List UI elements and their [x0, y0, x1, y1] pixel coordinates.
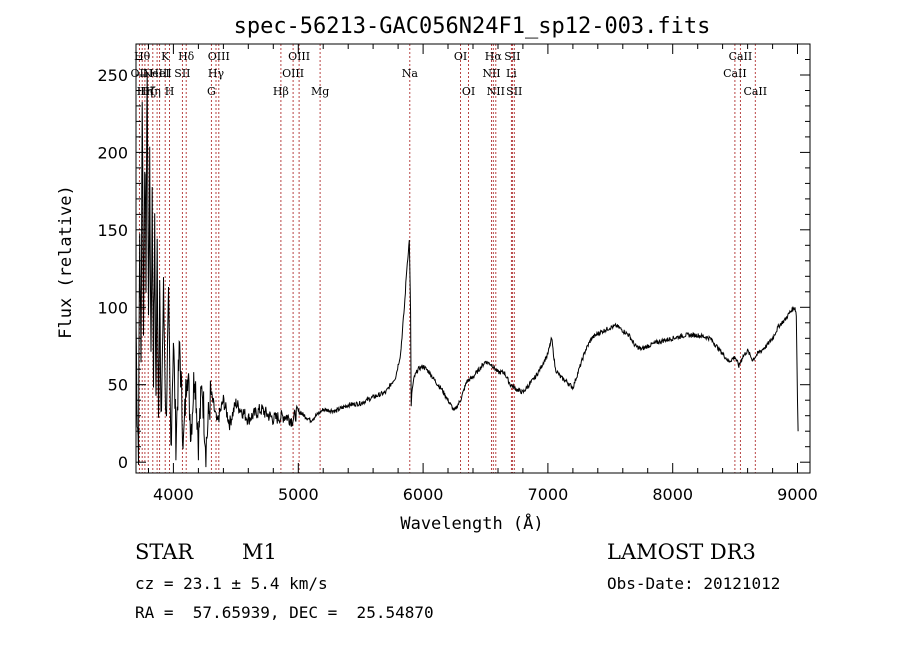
y-axis: 0 50 100 150 200 250 — [97, 59, 810, 472]
spectral-line-label: SII — [504, 50, 520, 63]
survey-name: LAMOST DR3 — [607, 540, 756, 564]
y-tick-label: 200 — [97, 143, 128, 162]
spectral-line-label: Mg — [311, 85, 329, 98]
spectral-line-label: OIII — [208, 50, 230, 63]
y-tick-label: 0 — [118, 453, 128, 472]
y-tick-label: 250 — [97, 66, 128, 85]
spectral-line-label: Hβ — [273, 85, 289, 98]
object-class: STAR — [135, 540, 194, 564]
spectral-line-label: NII — [482, 67, 500, 80]
spectral-line-label: H — [165, 85, 175, 98]
x-tick-label: 7000 — [528, 485, 569, 504]
spectral-line-label: NII — [487, 85, 505, 98]
spectral-line-label: OIII — [288, 50, 310, 63]
spectral-line-label: Hη — [137, 85, 153, 98]
spectral-line-markers — [138, 44, 756, 473]
spectral-line-label: CaII — [743, 85, 767, 98]
spectral-line-label: Hα — [485, 50, 503, 63]
spectral-line-label: G — [207, 85, 216, 98]
spectral-line-label: Hθ — [134, 50, 151, 63]
spectral-line-label: Hγ — [208, 67, 225, 80]
spectral-line-label: HeI — [149, 67, 169, 80]
y-tick-label: 50 — [108, 376, 128, 395]
spectral-line-label: CaII — [723, 67, 747, 80]
spectral-line-label: NeIII — [143, 67, 172, 80]
spectral-line-label: OIII — [282, 67, 304, 80]
spectral-line-label: OI — [454, 50, 467, 63]
x-axis: 4000 5000 6000 7000 8000 9000 — [148, 44, 818, 504]
spectral-line-label: SII — [506, 85, 522, 98]
y-axis-label: Flux (relative) — [56, 185, 76, 339]
spectral-line-label: K — [161, 50, 170, 63]
spectrum-line — [135, 72, 799, 468]
object-subclass: M1 — [242, 540, 277, 564]
x-axis-label: Wavelength (Å) — [400, 512, 543, 534]
y-tick-label: 150 — [97, 221, 128, 240]
spectral-line-label: Hδ — [178, 50, 195, 63]
x-tick-label: 5000 — [278, 485, 319, 504]
spectral-line-label: SII — [174, 67, 190, 80]
plot-frame — [135, 43, 811, 474]
spectral-line-label: OII — [131, 67, 149, 80]
y-tick-label: 100 — [97, 298, 128, 317]
spectral-line-label: Hη — [145, 85, 161, 98]
redshift-readout: cz = 23.1 ± 5.4 km/s — [135, 574, 328, 593]
spectral-line-label: Li — [506, 67, 517, 80]
coordinates-readout: RA = 57.65939, DEC = 25.54870 — [135, 603, 434, 622]
x-tick-label: 6000 — [403, 485, 444, 504]
x-tick-label: 4000 — [153, 485, 194, 504]
chart-title: spec-56213-GAC056N24F1_sp12-003.fits — [234, 14, 711, 39]
spectral-line-label: Na — [402, 67, 419, 80]
spectral-line-label: Hζ — [140, 85, 156, 98]
x-tick-label: 9000 — [777, 485, 818, 504]
spectral-line-label: CaII — [729, 50, 753, 63]
observation-date: Obs-Date: 20121012 — [607, 574, 781, 593]
spectral-line-label: OI — [462, 85, 475, 98]
x-tick-label: 8000 — [652, 485, 693, 504]
